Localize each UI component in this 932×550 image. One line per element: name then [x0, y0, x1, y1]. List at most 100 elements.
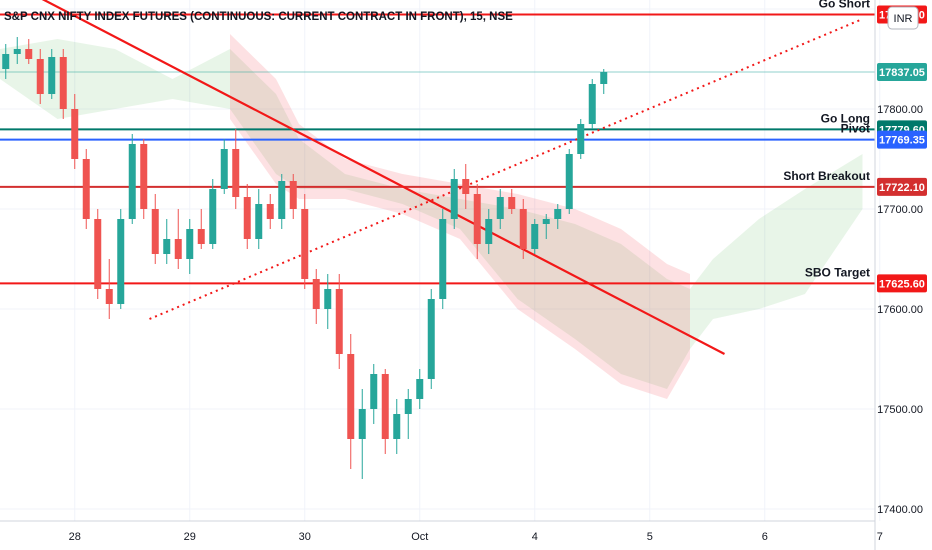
level-name: Go Long [821, 111, 870, 125]
candle-body [473, 194, 481, 244]
candle-body [358, 409, 366, 439]
level-name: Pivot [841, 122, 870, 136]
candle-body [128, 144, 136, 219]
candle-body [82, 159, 90, 219]
candle-body [462, 179, 470, 194]
candle[interactable] [577, 119, 585, 159]
trendlines[interactable] [23, 0, 863, 355]
last-price-label: 17837.05 [879, 67, 925, 79]
candle[interactable] [59, 49, 67, 119]
candle[interactable] [312, 269, 320, 324]
candle[interactable] [565, 149, 573, 214]
candle-body [450, 179, 458, 219]
candle-body [209, 189, 217, 244]
candle[interactable] [519, 199, 527, 259]
candle[interactable] [531, 219, 539, 254]
candle[interactable] [174, 209, 182, 269]
candle[interactable] [508, 189, 516, 214]
currency-badge-box [887, 6, 919, 30]
candle[interactable] [197, 209, 205, 249]
candle[interactable] [117, 209, 125, 309]
candle-body [163, 239, 171, 254]
chart-title: S&P CNX NIFTY INDEX FUTURES (CONTINUOUS:… [4, 11, 513, 23]
candle[interactable] [278, 174, 286, 229]
candle[interactable] [266, 194, 274, 229]
candle[interactable] [105, 259, 113, 319]
candle[interactable] [163, 219, 171, 264]
time-axis[interactable]: 28 29 30 Oct 4 5 6 7 [69, 531, 883, 543]
candle[interactable] [588, 79, 596, 129]
grid-lines [0, 0, 881, 521]
candle[interactable] [220, 139, 228, 194]
candle[interactable] [232, 129, 240, 209]
candle-body [174, 239, 182, 259]
level-value-label: 17722.10 [879, 182, 925, 194]
candle[interactable] [427, 289, 435, 389]
candle-body [600, 72, 608, 84]
candle-body [577, 124, 585, 154]
candle[interactable] [370, 364, 378, 424]
candle-body [324, 289, 332, 309]
candle[interactable] [243, 184, 251, 249]
candle[interactable] [2, 44, 10, 79]
candle[interactable] [82, 149, 90, 229]
candle-body [393, 414, 401, 439]
candlestick-series[interactable] [2, 37, 608, 479]
candle[interactable] [381, 369, 389, 454]
candle[interactable] [140, 139, 148, 219]
candle[interactable] [485, 209, 493, 254]
candle[interactable] [289, 174, 297, 219]
level-value-box [877, 177, 927, 196]
candle[interactable] [186, 219, 194, 274]
candle[interactable] [393, 399, 401, 454]
candle-body [519, 209, 527, 249]
level-name: Short Breakout [783, 169, 870, 183]
candle[interactable] [335, 274, 343, 369]
candle[interactable] [542, 214, 550, 239]
candle[interactable] [128, 134, 136, 224]
candle-body [186, 229, 194, 259]
candle[interactable] [94, 209, 102, 299]
candle-body [427, 299, 435, 379]
candle[interactable] [301, 194, 309, 289]
candle[interactable] [404, 389, 412, 439]
candle-body [439, 219, 447, 299]
currency-badge[interactable]: INR [887, 6, 919, 30]
currency-badge-label: INR [894, 13, 913, 25]
candle[interactable] [151, 194, 159, 264]
candle[interactable] [36, 49, 44, 104]
candle[interactable] [600, 69, 608, 94]
candle-body [117, 219, 125, 304]
candle[interactable] [439, 209, 447, 309]
candle-body [370, 374, 378, 409]
candle[interactable] [358, 389, 366, 479]
candle[interactable] [473, 184, 481, 259]
candle-body [508, 197, 516, 209]
candle[interactable] [25, 39, 33, 64]
candle[interactable] [324, 274, 332, 329]
candle[interactable] [554, 204, 562, 229]
candle[interactable] [347, 334, 355, 469]
candle[interactable] [450, 169, 458, 229]
candle-body [381, 374, 389, 439]
y-tick-label: 17600.00 [877, 304, 923, 316]
candle[interactable] [255, 189, 263, 249]
candle[interactable] [496, 189, 504, 229]
candle[interactable] [209, 179, 217, 249]
candle[interactable] [48, 49, 56, 99]
candle-body [197, 229, 205, 244]
candle-body [485, 219, 493, 244]
candle-body [243, 197, 251, 239]
candle[interactable] [462, 164, 470, 209]
x-tick-label: 6 [762, 531, 768, 543]
candle-body [140, 144, 148, 209]
solid-trendline[interactable] [23, 0, 726, 355]
candle-body [542, 219, 550, 224]
candle[interactable] [71, 94, 79, 169]
candle[interactable] [416, 369, 424, 409]
candle[interactable] [13, 37, 21, 64]
x-tick-label: 5 [647, 531, 653, 543]
candle-body [565, 154, 573, 209]
